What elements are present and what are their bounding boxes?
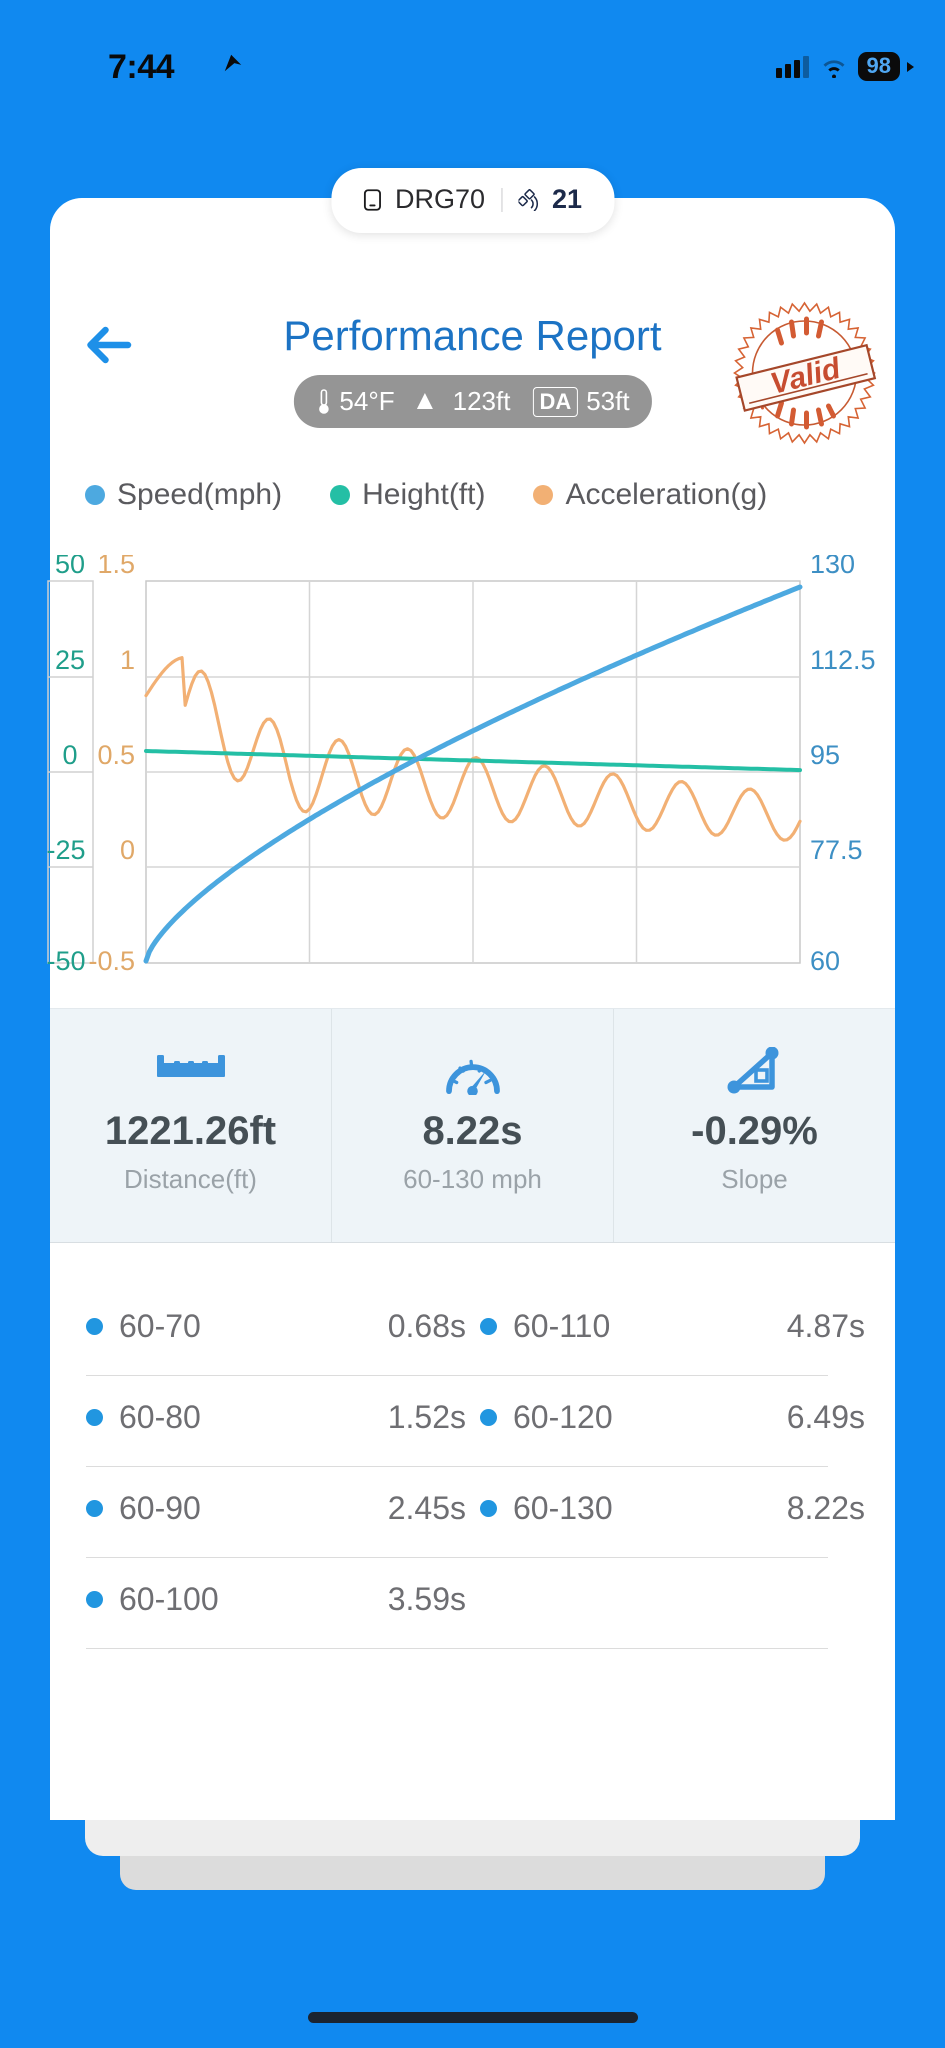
- svg-text:1.5: 1.5: [97, 555, 135, 579]
- svg-text:-50: -50: [46, 946, 85, 975]
- svg-text:130: 130: [810, 555, 855, 579]
- svg-text:95: 95: [810, 740, 840, 770]
- svg-text:0.5: 0.5: [97, 740, 135, 770]
- svg-text:0: 0: [120, 835, 135, 865]
- svg-text:77.5: 77.5: [810, 835, 863, 865]
- svg-text:60: 60: [810, 946, 840, 975]
- svg-text:112.5: 112.5: [810, 645, 876, 675]
- svg-text:50: 50: [55, 555, 85, 579]
- svg-text:0: 0: [62, 740, 77, 770]
- svg-text:-25: -25: [46, 835, 85, 865]
- svg-text:25: 25: [55, 645, 85, 675]
- svg-text:1: 1: [120, 645, 135, 675]
- svg-text:-0.5: -0.5: [88, 946, 135, 975]
